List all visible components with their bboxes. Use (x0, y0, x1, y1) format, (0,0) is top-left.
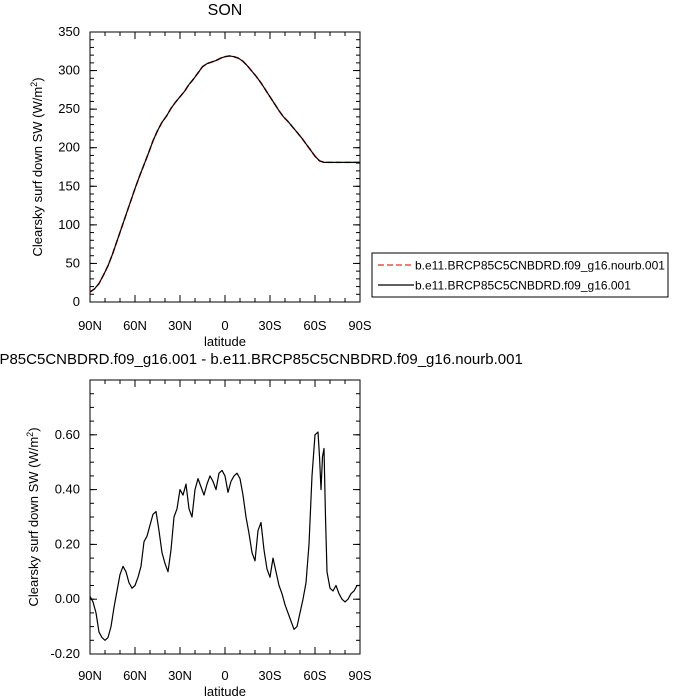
y-tick-label: 0.20 (55, 536, 80, 551)
y-tick-label: 250 (58, 101, 80, 116)
y-tick-label: -0.20 (50, 646, 80, 661)
chart-title: b.e11.BRCP85C5CNBDRD.f09_g16.001 - b.e11… (0, 351, 523, 368)
x-tick-label: 90S (348, 318, 371, 333)
y-axis-label-main: Clearsky surf down SW (W/m (26, 437, 41, 607)
x-axis-label: latitude (204, 684, 246, 699)
y-tick-label: 0 (73, 294, 80, 309)
x-tick-label: 30N (168, 318, 192, 333)
x-tick-label: 90S (348, 668, 371, 683)
y-axis-label-close: ) (30, 77, 45, 81)
x-tick-label: 0 (221, 668, 228, 683)
y-tick-label: 200 (58, 140, 80, 155)
x-tick-label: 60N (123, 318, 147, 333)
x-tick-label: 60S (303, 318, 326, 333)
x-tick-label: 90N (78, 318, 102, 333)
y-tick-label: 350 (58, 24, 80, 39)
y-tick-label: 50 (66, 255, 80, 270)
plot-frame (89, 379, 361, 655)
x-axis-label: latitude (204, 334, 246, 349)
x-tick-label: 90N (78, 668, 102, 683)
series-line-1 (89, 55, 360, 293)
series-line-0 (89, 431, 360, 641)
y-tick-label: 0.60 (55, 427, 80, 442)
legend-entry-1: b.e11.BRCP85C5CNBDRD.f09_g16.001 (415, 279, 631, 293)
x-tick-label: 30S (258, 668, 281, 683)
y-axis-label: Clearsky surf down SW (W/m2) (29, 77, 45, 256)
x-tick-label: 60S (303, 668, 326, 683)
plot-frame (89, 31, 361, 303)
x-tick-label: 60N (123, 668, 147, 683)
legend-box (371, 252, 669, 298)
y-axis-label-close: ) (26, 427, 41, 431)
x-tick-label: 0 (221, 318, 228, 333)
y-tick-label: 150 (58, 178, 80, 193)
legend-entry-0: b.e11.BRCP85C5CNBDRD.f09_g16.nourb.001 (415, 259, 665, 273)
chart-title: SON (208, 2, 243, 19)
x-tick-label: 30N (168, 668, 192, 683)
y-axis-label-sup: 2 (25, 432, 35, 437)
y-tick-label: 0.00 (55, 591, 80, 606)
series-line-0 (89, 55, 360, 293)
y-axis-label: Clearsky surf down SW (W/m2) (25, 427, 41, 606)
top-panel: SON 90N 60N 30N 0 30S 60S 90S 0 50 100 150 200 250 300… (29, 2, 669, 349)
y-axis-label-sup: 2 (29, 82, 39, 87)
y-tick-label: 0.40 (55, 482, 80, 497)
y-tick-label: 300 (58, 63, 80, 78)
y-axis-label-main: Clearsky surf down SW (W/m (30, 87, 45, 257)
y-tick-label: 100 (58, 217, 80, 232)
bottom-panel: b.e11.BRCP85C5CNBDRD.f09_g16.001 - b.e11… (0, 351, 523, 699)
x-tick-label: 30S (258, 318, 281, 333)
